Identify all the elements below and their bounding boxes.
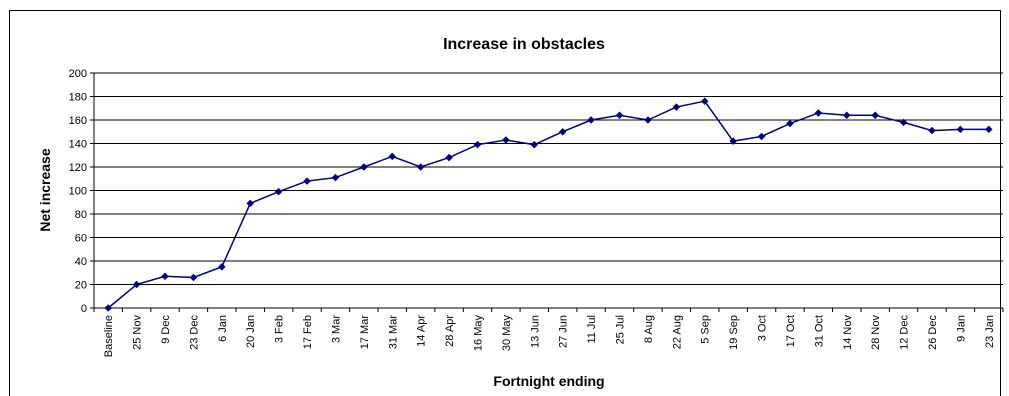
x-tick-label: 11 Jul	[586, 315, 598, 344]
x-tick-label: 16 May	[472, 315, 484, 352]
data-point	[842, 111, 851, 120]
x-tick-label: 17 Oct	[785, 315, 797, 347]
x-tick-label: 14 Nov	[842, 315, 854, 350]
data-point	[558, 127, 567, 136]
data-point	[928, 126, 936, 135]
x-tick-label: 25 Jul	[615, 315, 627, 344]
data-point	[189, 273, 198, 282]
series-line-path	[107, 100, 989, 309]
data-point	[899, 118, 908, 127]
y-tick-label: 0	[81, 303, 87, 315]
y-tick-label: 160	[69, 115, 87, 127]
x-tick-label: 31 Oct	[813, 315, 825, 347]
x-tick-label: 3 Feb	[274, 315, 286, 343]
data-point	[331, 173, 340, 182]
y-tick-label: 180	[69, 92, 87, 104]
data-point	[161, 272, 169, 281]
data-point	[672, 103, 681, 111]
x-tick-label: 13 Jun	[529, 315, 541, 348]
data-point	[217, 263, 226, 271]
data-point	[587, 116, 595, 124]
data-point	[388, 152, 397, 161]
data-point	[984, 125, 993, 134]
data-point	[360, 163, 368, 171]
x-tick-label: 5 Sep	[700, 315, 712, 344]
x-tick-label: 14 Apr	[416, 315, 428, 347]
y-tick-label: 40	[75, 256, 87, 268]
x-tick-label: 17 Mar	[359, 315, 371, 350]
x-tick-label: 17 Feb	[302, 315, 314, 349]
x-tick-label: 23 Jan	[984, 315, 996, 348]
y-axis-title: Net increase	[37, 148, 53, 231]
y-tick-label: 120	[69, 162, 87, 174]
y-tick-label: 140	[69, 139, 87, 151]
data-point	[445, 153, 453, 162]
x-tick-label: 28 Apr	[444, 315, 456, 347]
y-tick-label: 20	[75, 280, 87, 292]
x-tick-label: 25 Nov	[132, 315, 144, 350]
x-tick-label: 23 Dec	[188, 315, 200, 350]
x-tick-labels: Baseline 25 Nov 9 Dec 23 Dec 6 Jan 20 Jan 3 Fe…	[103, 315, 996, 358]
chart-title: Increase in obstacles	[443, 36, 605, 53]
x-tick-label: 3 Mar	[330, 315, 342, 343]
x-tick-label: 6 Jan	[217, 315, 229, 342]
y-tick-label: 200	[69, 68, 87, 80]
y-tick-labels: 0 20 40 60 80 100 120 140 160 180 200	[69, 68, 87, 315]
y-tick-label: 60	[75, 233, 87, 245]
data-point	[502, 136, 510, 144]
x-tick-label: 9 Dec	[160, 315, 172, 344]
axes	[90, 72, 1004, 312]
data-point	[814, 109, 823, 117]
data-point	[104, 304, 113, 312]
x-tick-label: 30 May	[501, 315, 513, 352]
x-tick-label: 26 Dec	[927, 315, 939, 350]
chart-border-left	[9, 10, 10, 396]
data-point	[956, 125, 965, 134]
chart-border-right	[1000, 10, 1001, 396]
data-point	[644, 116, 652, 124]
data-point	[530, 140, 539, 149]
data-point	[274, 187, 283, 196]
x-tick-label: 31 Mar	[387, 315, 399, 350]
data-point	[473, 140, 482, 149]
data-point	[757, 132, 766, 141]
data-point	[615, 111, 624, 120]
x-tick-label: 19 Sep	[728, 315, 740, 350]
chart-border-top	[9, 10, 1001, 11]
x-tick-label: 22 Aug	[671, 315, 683, 349]
data-point	[786, 119, 794, 128]
data-point	[416, 163, 425, 171]
data-point	[700, 97, 709, 106]
x-tick-label: 12 Dec	[899, 315, 911, 350]
x-tick-label: Baseline	[103, 315, 115, 357]
x-tick-label: 28 Nov	[870, 315, 882, 350]
data-point	[729, 137, 737, 146]
x-tick-label: 20 Jan	[245, 315, 257, 348]
data-points	[104, 97, 993, 312]
series-line	[107, 100, 989, 309]
y-tick-label: 80	[75, 209, 87, 221]
data-point	[871, 111, 880, 120]
data-point	[303, 177, 311, 185]
x-axis-title: Fortnight ending	[493, 373, 604, 389]
x-tick-label: 8 Aug	[643, 315, 655, 343]
y-tick-label: 100	[69, 186, 87, 198]
x-tick-label: 27 Jun	[558, 315, 570, 348]
x-tick-label: 3 Oct	[757, 315, 769, 341]
x-tick-label: 9 Jan	[955, 315, 967, 342]
data-point	[246, 199, 255, 208]
gridlines	[94, 72, 1003, 285]
data-point	[132, 280, 141, 289]
